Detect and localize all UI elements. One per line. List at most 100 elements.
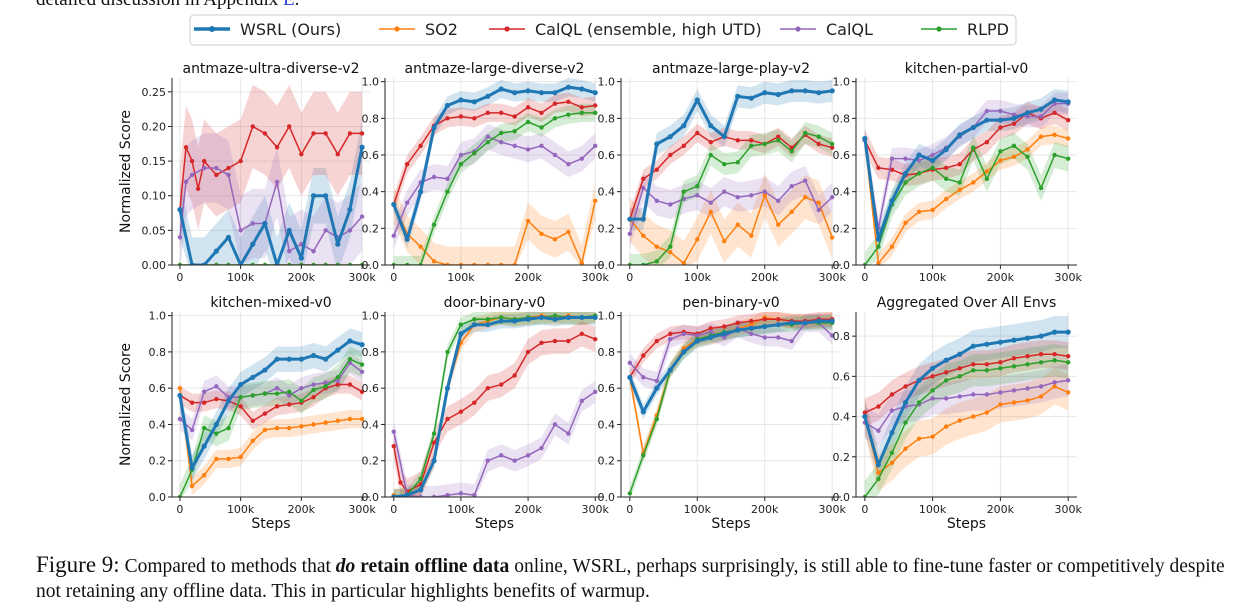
data-point (250, 241, 256, 247)
data-point (391, 233, 396, 238)
data-point (1052, 101, 1057, 106)
data-point (262, 427, 268, 433)
legend-item-so2: SO2 (379, 20, 458, 39)
data-point (1025, 386, 1030, 391)
y-tick-label: 0.6 (833, 370, 851, 383)
series-line (178, 339, 363, 470)
data-point (262, 262, 268, 265)
x-tick-label: 0 (626, 503, 633, 516)
data-point (485, 139, 490, 145)
data-point (735, 222, 740, 227)
data-point (930, 157, 936, 164)
data-point (238, 228, 243, 233)
data-point (876, 404, 881, 409)
data-point (287, 402, 292, 407)
data-point (274, 425, 280, 431)
data-point (876, 476, 881, 482)
y-axis-label: Normalized Score (118, 343, 134, 466)
data-point (512, 262, 517, 265)
data-point (579, 110, 585, 116)
data-point (238, 395, 243, 400)
data-point (654, 141, 660, 147)
band-calql (393, 123, 596, 249)
band-so2 (179, 379, 363, 496)
y-tick-label: 1.0 (362, 310, 380, 323)
data-point (262, 220, 268, 227)
data-point (641, 453, 646, 458)
y-tick-label: 0.4 (833, 186, 851, 199)
data-point (627, 360, 632, 365)
y-tick-label: 0.0 (833, 491, 851, 504)
data-point (721, 134, 727, 140)
data-point (347, 416, 353, 422)
data-point (930, 388, 935, 393)
data-point (525, 453, 531, 458)
data-point (214, 262, 219, 265)
figure-canvas: WSRL (Ours) SO2 CalQL (ensemble, high UTD)… (118, 14, 1082, 532)
x-tick-label: 0 (626, 271, 633, 284)
data-point (565, 84, 571, 90)
data-point (984, 176, 990, 182)
data-point (654, 244, 659, 249)
y-tick-label: 0.05 (142, 224, 167, 237)
data-point (472, 150, 477, 156)
data-point (202, 158, 207, 164)
data-point (552, 101, 558, 106)
data-point (525, 316, 531, 322)
band-so2 (629, 312, 833, 461)
data-point (829, 318, 835, 324)
data-point (418, 476, 423, 482)
data-point (579, 156, 585, 161)
data-point (641, 262, 646, 265)
data-point (1052, 132, 1057, 138)
data-point (552, 338, 558, 344)
data-point (458, 152, 464, 158)
series-line (179, 383, 363, 422)
data-point (593, 103, 598, 108)
data-point (930, 374, 935, 379)
data-point (1052, 97, 1058, 103)
data-point (552, 313, 558, 318)
data-point (694, 338, 700, 344)
data-point (816, 141, 821, 147)
x-tick-label: 0 (176, 503, 183, 516)
series-line (864, 359, 1069, 497)
data-point (641, 353, 646, 358)
series-line (864, 112, 1069, 176)
plot-area (177, 84, 365, 265)
data-point (889, 392, 895, 397)
x-tick-label: 300k (1054, 271, 1082, 284)
data-point (418, 189, 424, 195)
data-point (311, 395, 316, 400)
data-point (579, 331, 585, 336)
data-point (1011, 154, 1017, 160)
data-point (984, 139, 990, 145)
data-point (499, 130, 504, 136)
data-point (335, 262, 340, 265)
data-point (299, 151, 304, 157)
data-point (943, 396, 949, 401)
band-so2 (864, 125, 1069, 265)
appendix-link[interactable]: E (283, 0, 295, 10)
data-point (654, 167, 659, 172)
data-point (445, 116, 450, 121)
legend-item-wsrl-ours: WSRL (Ours) (194, 20, 341, 39)
data-point (250, 418, 255, 424)
data-point (431, 458, 437, 464)
data-point (250, 374, 256, 380)
x-tick-label: 200k (987, 271, 1015, 284)
data-point (1024, 335, 1031, 341)
data-point (984, 362, 990, 367)
series-wsrl-ours (627, 88, 835, 222)
y-tick-label: 1.0 (833, 76, 851, 89)
data-point (735, 93, 741, 99)
data-point (287, 389, 292, 395)
data-point (552, 422, 558, 427)
data-point (359, 362, 365, 367)
data-point (238, 262, 244, 265)
data-point (398, 480, 403, 485)
data-point (943, 146, 949, 153)
data-point (579, 314, 585, 321)
data-point (335, 241, 341, 247)
data-point (1038, 114, 1044, 119)
